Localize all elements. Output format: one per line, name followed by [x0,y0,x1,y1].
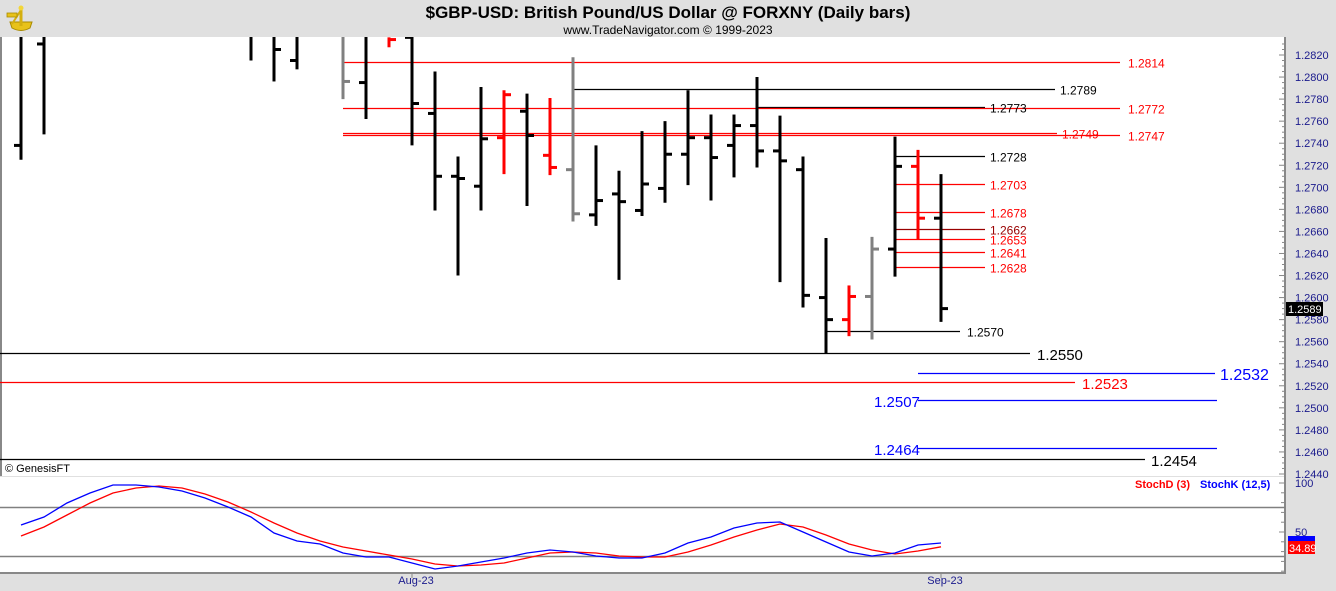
last-price-label: 1.2589 [1288,304,1322,316]
level-labels: 1.2814 1.2789 1.2773 1.2772 1.2749 1.2747 1.27… [874,57,1269,470]
ohlc-bar[interactable] [543,98,557,176]
y-tick-label: 1.2520 [1295,381,1329,393]
y-tick-label: 1.2440 [1295,469,1329,481]
ohlc-bar[interactable] [359,30,368,119]
level-label: 1.2454 [1151,453,1197,470]
y-tick-label: 1.2540 [1295,359,1329,371]
legend-stochk: StochK (12,5) [1200,479,1271,491]
level-label: 1.2703 [990,179,1027,193]
price-axis: 1.2820 1.2800 1.2780 1.2760 1.2740 1.2720 1.27… [1279,43,1329,481]
level-label: 1.2662 [990,224,1027,238]
sextant-icon [6,5,33,31]
ohlc-bar[interactable] [750,77,764,168]
chart-subtitle: www.TradeNavigator.com © 1999-2023 [562,23,772,37]
ohlc-bar[interactable] [658,121,672,203]
y-tick-label: 1.2640 [1295,248,1329,260]
stochk-value-badge [1288,536,1315,541]
y-tick-label: 1.2760 [1295,116,1329,128]
ohlc-bar[interactable] [341,30,350,100]
date-axis: Aug-23 Sep-23 [398,573,963,587]
y-tick-label: 1.2460 [1295,447,1329,459]
stochk-line [20,484,942,570]
level-label: 1.2641 [990,247,1027,261]
y-tick-label: 1.2700 [1295,182,1329,194]
y-tick-label: 1.2720 [1295,160,1329,172]
level-label: 1.2532 [1220,367,1269,384]
x-tick-label: Aug-23 [398,575,433,587]
y-tick-label: 1.2660 [1295,226,1329,238]
ohlc-bar[interactable] [681,90,695,186]
ohlc-bar[interactable] [14,30,23,160]
ohlc-bar[interactable] [796,156,810,308]
chart-title: $GBP-USD: British Pound/US Dollar @ FORX… [426,3,911,22]
y-tick-label: 1.2600 [1295,293,1329,305]
level-label: 1.2789 [1060,84,1097,98]
level-label: 1.2749 [1062,128,1099,142]
y-tick-label: 1.2480 [1295,425,1329,437]
level-label: 1.2772 [1128,103,1165,117]
last-price-badge [1286,302,1323,316]
ohlc-bar[interactable] [405,30,419,146]
ohlc-bar[interactable] [272,30,281,82]
y-tick-label: 1.2560 [1295,337,1329,349]
y-tick-label: 1.2820 [1295,50,1329,62]
y-tick-label: 1.2580 [1295,315,1329,327]
ohlc-bar[interactable] [842,285,856,337]
y-tick-label: 1.2800 [1295,72,1329,84]
ohlc-bar[interactable] [428,71,442,211]
ohlc-bar[interactable] [290,30,299,70]
ohlc-bar[interactable] [934,174,948,322]
level-label: 1.2773 [990,102,1027,116]
level-label: 1.2678 [990,207,1027,221]
stochd-value-badge [1288,541,1315,554]
level-label: 1.2550 [1037,347,1083,364]
level-label: 1.2507 [874,394,920,411]
level-label: 1.2628 [990,262,1027,276]
stoch-tick-label: 100 [1295,478,1313,490]
ohlc-bar[interactable] [589,145,603,226]
ohlc-bar[interactable] [727,114,741,178]
stoch-lines [20,484,942,570]
ohlc-bars [14,30,948,354]
ohlc-bar[interactable] [497,90,511,175]
level-label: 1.2523 [1082,376,1128,393]
level-label: 1.2653 [990,234,1027,248]
price-panel[interactable] [0,37,1285,476]
level-label: 1.2570 [967,326,1004,340]
ohlc-bar[interactable] [819,238,833,354]
ohlc-bar[interactable] [520,93,534,207]
ohlc-bar[interactable] [387,37,396,48]
stochd-value-label: 34.89 [1289,543,1317,555]
ohlc-bar[interactable] [911,149,925,240]
ohlc-bar[interactable] [865,236,879,340]
y-tick-label: 1.2740 [1295,138,1329,150]
y-tick-label: 1.2680 [1295,204,1329,216]
level-label: 1.2814 [1128,57,1165,71]
ohlc-bar[interactable] [612,170,626,280]
level-label: 1.2464 [874,442,920,459]
x-tick-label: Sep-23 [927,575,962,587]
ohlc-bar[interactable] [635,131,649,216]
ohlc-bar[interactable] [37,30,46,135]
legend-stochd: StochD (3) [1135,479,1190,491]
level-label: 1.2747 [1128,130,1165,144]
ohlc-bar[interactable] [566,57,580,222]
y-tick-label: 1.2780 [1295,94,1329,106]
y-tick-label: 1.2500 [1295,403,1329,415]
y-tick-label: 1.2620 [1295,271,1329,283]
ohlc-bar[interactable] [474,86,488,211]
watermark: © GenesisFT [5,463,70,475]
level-label: 1.2728 [990,151,1027,165]
ohlc-bar[interactable] [451,156,465,276]
ohlc-bar[interactable] [773,115,787,283]
ohlc-bar[interactable] [704,114,718,201]
ohlc-bar[interactable] [888,136,902,277]
